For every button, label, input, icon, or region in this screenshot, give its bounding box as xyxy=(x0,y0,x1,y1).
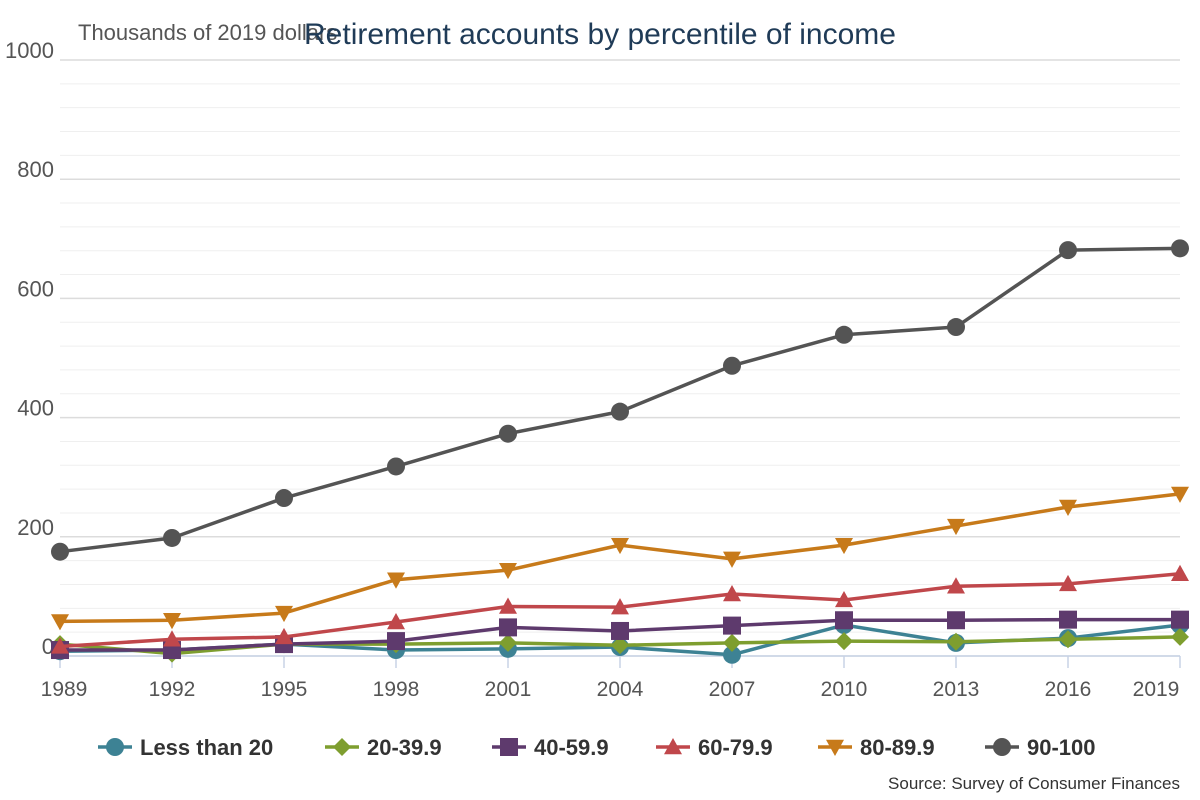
data-point-60-79-9 xyxy=(1059,574,1077,592)
data-point-80-89-9 xyxy=(499,562,517,580)
x-axis-ticks: 1989 1992 1995 1998 2001 2004 2007 2010 2013 2016… xyxy=(41,656,1181,701)
data-point-80-89-9 xyxy=(387,572,405,589)
data-point-20-39-9 xyxy=(1171,627,1189,646)
data-point-80-89-9 xyxy=(1171,486,1189,503)
data-point-90-100 xyxy=(611,402,629,421)
data-point-80-89-9 xyxy=(163,613,181,630)
data-point-90-100 xyxy=(1059,241,1077,260)
series-60-79-9 xyxy=(51,564,1189,654)
series-90-100 xyxy=(51,239,1189,561)
data-point-80-89-9 xyxy=(1059,499,1077,516)
y-tick-label: 400 xyxy=(17,396,54,421)
series-group xyxy=(51,239,1189,664)
data-point-90-100 xyxy=(723,356,741,375)
x-tick-label: 2001 xyxy=(485,678,532,701)
gridlines xyxy=(60,59,1180,657)
x-tick-label: 2004 xyxy=(597,678,644,701)
data-point-90-100 xyxy=(835,325,853,344)
data-point-90-100 xyxy=(947,318,965,337)
data-point-80-89-9 xyxy=(51,614,69,631)
data-point-60-79-9 xyxy=(51,637,69,654)
y-axis-title: Thousands of 2019 dollars xyxy=(78,20,337,45)
legend-marker-icon xyxy=(106,738,124,756)
y-tick-label: 800 xyxy=(17,157,54,182)
y-tick-label: 600 xyxy=(17,276,54,301)
legend-item-90-100[interactable]: 90-100 xyxy=(985,735,1096,760)
data-point-80-89-9 xyxy=(611,537,629,555)
legend-marker-icon xyxy=(500,738,518,756)
data-point-90-100 xyxy=(1171,239,1189,258)
data-point-40-59-9 xyxy=(499,618,517,637)
legend-marker-icon xyxy=(993,738,1011,756)
legend-label: 90-100 xyxy=(1027,735,1096,760)
data-point-60-79-9 xyxy=(275,627,293,645)
data-point-40-59-9 xyxy=(835,611,853,630)
legend-label: 20-39.9 xyxy=(367,735,442,760)
legend-marker-icon xyxy=(826,739,844,756)
data-point-90-100 xyxy=(163,528,181,547)
data-point-60-79-9 xyxy=(163,630,181,647)
legend-item-80-89-9[interactable]: 80-89.9 xyxy=(818,735,935,760)
legend[interactable]: Less than 20 20-39.9 40-59.9 60-79.9 80-89.9… xyxy=(98,735,1096,760)
data-point-20-39-9 xyxy=(1059,630,1077,649)
data-point-40-59-9 xyxy=(611,621,629,640)
y-tick-label: 200 xyxy=(17,515,54,540)
data-point-80-89-9 xyxy=(723,551,741,568)
x-tick-label: 2013 xyxy=(933,678,980,701)
legend-item-40-59-9[interactable]: 40-59.9 xyxy=(492,735,609,760)
data-point-80-89-9 xyxy=(275,605,293,623)
legend-label: Less than 20 xyxy=(140,735,273,760)
x-tick-label: 2016 xyxy=(1045,678,1092,701)
x-tick-label: 2010 xyxy=(821,678,868,701)
data-point-60-79-9 xyxy=(499,597,517,614)
data-point-20-39-9 xyxy=(835,632,853,651)
legend-label: 40-59.9 xyxy=(534,735,609,760)
x-tick-label: 1989 xyxy=(41,678,88,701)
data-point-90-100 xyxy=(275,489,293,508)
y-tick-label: 1000 xyxy=(5,38,54,63)
legend-item-60-79-9[interactable]: 60-79.9 xyxy=(656,735,773,760)
data-point-40-59-9 xyxy=(947,611,965,630)
data-point-20-39-9 xyxy=(499,633,517,652)
data-point-less-than-20 xyxy=(723,645,741,664)
data-point-40-59-9 xyxy=(1059,610,1077,629)
data-point-60-79-9 xyxy=(1171,564,1189,581)
data-point-90-100 xyxy=(499,424,517,443)
legend-marker-icon xyxy=(664,738,682,755)
chart-title: Retirement accounts by percentile of inc… xyxy=(304,18,896,51)
legend-label: 80-89.9 xyxy=(860,735,935,760)
data-point-90-100 xyxy=(51,542,69,561)
x-tick-label: 1998 xyxy=(373,678,420,701)
data-point-60-79-9 xyxy=(947,577,965,594)
legend-item-20-39-9[interactable]: 20-39.9 xyxy=(325,735,442,760)
y-tick-label: 0 xyxy=(42,634,54,659)
data-point-40-59-9 xyxy=(723,616,741,635)
data-point-80-89-9 xyxy=(947,518,965,536)
x-tick-label: 2007 xyxy=(709,678,756,701)
data-point-80-89-9 xyxy=(835,537,853,555)
data-point-40-59-9 xyxy=(387,632,405,651)
series-80-89-9 xyxy=(51,486,1189,631)
source-note: Source: Survey of Consumer Finances xyxy=(888,774,1180,793)
y-axis-ticks: 0 200 400 600 800 1000 xyxy=(5,38,54,659)
data-point-60-79-9 xyxy=(387,613,405,630)
data-point-40-59-9 xyxy=(1171,610,1189,629)
series-line-90-100 xyxy=(59,246,1181,554)
data-point-60-79-9 xyxy=(611,598,629,615)
data-point-90-100 xyxy=(387,457,405,476)
data-point-20-39-9 xyxy=(723,633,741,652)
data-point-60-79-9 xyxy=(835,590,853,608)
legend-marker-icon xyxy=(333,738,351,756)
legend-item-less-than-20[interactable]: Less than 20 xyxy=(98,735,273,760)
data-point-60-79-9 xyxy=(723,585,741,602)
x-tick-label: 2019 xyxy=(1133,678,1180,701)
data-point-20-39-9 xyxy=(947,632,965,651)
data-point-20-39-9 xyxy=(611,636,629,655)
x-tick-label: 1992 xyxy=(149,678,196,701)
x-tick-label: 1995 xyxy=(261,678,308,701)
legend-label: 60-79.9 xyxy=(698,735,773,760)
